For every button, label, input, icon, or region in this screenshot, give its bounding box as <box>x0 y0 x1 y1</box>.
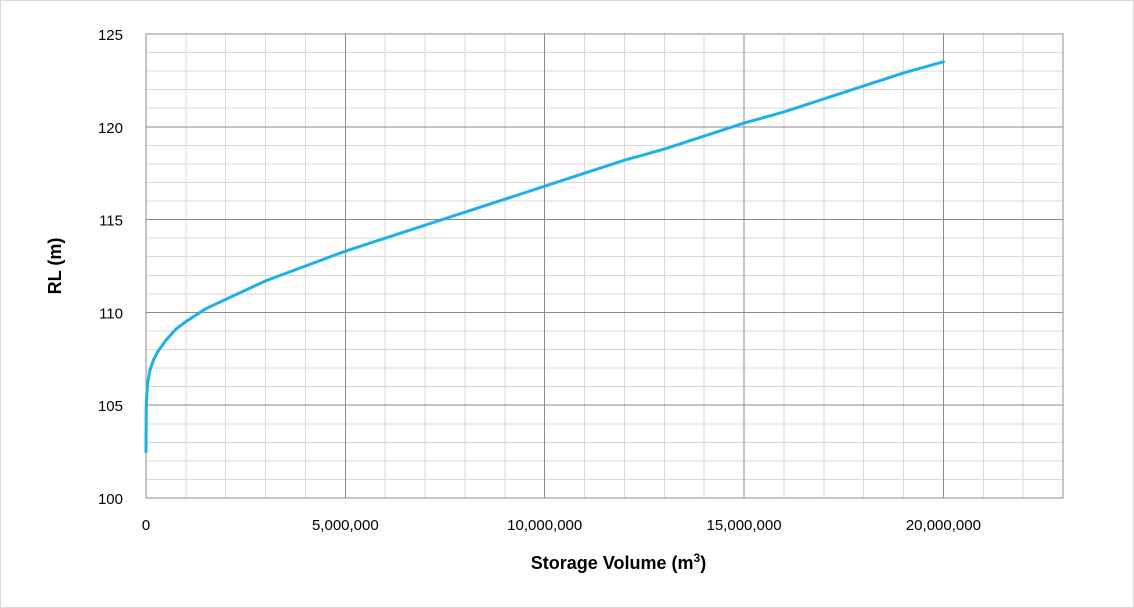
y-tick-label: 125 <box>98 27 123 44</box>
x-tick-label: 0 <box>142 517 150 534</box>
x-tick-label: 20,000,000 <box>906 517 981 534</box>
minor-gridlines <box>146 34 1063 498</box>
y-tick-label: 110 <box>99 305 123 322</box>
series-line <box>144 60 945 454</box>
x-axis-title-text: Storage Volume (m <box>531 553 694 573</box>
x-axis-title: Storage Volume (m3) <box>531 551 706 573</box>
x-axis-tick-labels: 0 5,000,000 10,000,000 15,000,000 20,000,000 <box>142 517 981 534</box>
y-tick-label: 100 <box>98 491 123 508</box>
y-axis-tick-labels: 100 105 110 115 120 125 <box>98 27 123 508</box>
y-axis-title: RL (m) <box>45 238 65 295</box>
x-tick-label: 5,000,000 <box>312 517 379 534</box>
x-tick-label: 15,000,000 <box>707 517 782 534</box>
x-axis-title-superscript: 3 <box>694 551 701 565</box>
x-tick-label: 10,000,000 <box>507 517 582 534</box>
y-tick-label: 105 <box>98 398 123 415</box>
y-tick-label: 115 <box>99 213 123 230</box>
major-gridlines <box>146 34 1063 498</box>
plot-area-border <box>145 33 1064 499</box>
y-tick-label: 120 <box>98 120 123 137</box>
x-axis-title-suffix: ) <box>700 553 706 573</box>
